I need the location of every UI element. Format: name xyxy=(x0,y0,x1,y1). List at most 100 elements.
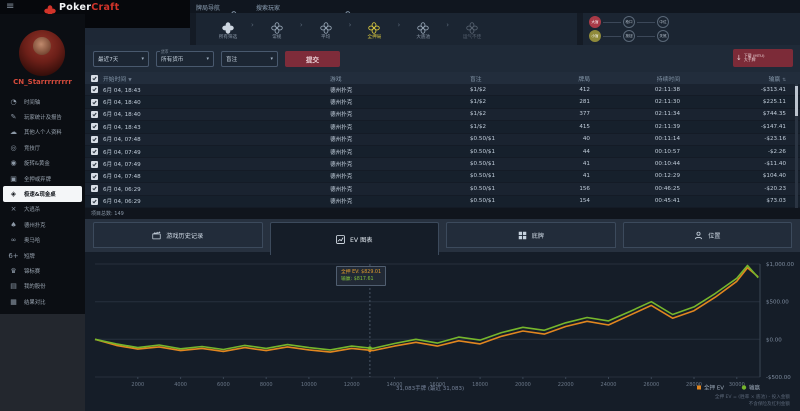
row-checkbox[interactable] xyxy=(91,173,98,180)
table-row[interactable]: 6月 04, 07:48德州扑克$0.50/$14000:11:14-$23.1… xyxy=(85,134,800,146)
sidebar-item-3[interactable]: ◎竞技厅 xyxy=(0,140,85,155)
column-header-duration[interactable]: 持续时间 xyxy=(590,74,680,83)
legend-win-swatch[interactable] xyxy=(742,385,746,389)
table-row[interactable]: 6月 04, 07:49德州扑克$0.50/$14100:10:44-$11.4… xyxy=(85,158,800,170)
position-badge[interactable]: 小盲 xyxy=(589,30,601,42)
row-checkbox[interactable] xyxy=(91,198,98,205)
date-range-select[interactable]: 最近7天 ▾ xyxy=(93,51,149,67)
table-row[interactable]: 6月 04, 06:29德州扑克$0.50/$115400:45:41$73.0… xyxy=(85,196,800,208)
cell-hands: 41 xyxy=(545,161,590,167)
row-checkbox[interactable] xyxy=(91,161,98,168)
position-label: 小盲 xyxy=(591,34,598,39)
sidebar-item-10[interactable]: 6+短牌 xyxy=(0,248,85,263)
column-header-game[interactable]: 游戏 xyxy=(330,74,470,83)
sidebar-item-6[interactable]: ◈极速&现金桌 xyxy=(3,186,82,201)
hand-nav-item-0[interactable]: 所有筛选 xyxy=(206,19,250,40)
column-header-hands[interactable]: 牌局 xyxy=(545,74,590,83)
column-header-win[interactable]: 输赢⇅ xyxy=(680,74,800,83)
blinds-select[interactable]: 盲注 ▾ xyxy=(221,51,278,67)
sidebar-item-9[interactable]: ∞奥马哈 xyxy=(0,233,85,248)
sidebar-item-4[interactable]: ◉旋转&黄金 xyxy=(0,156,85,171)
sidebar-item-5[interactable]: ▣全押或弃牌 xyxy=(0,171,85,186)
tab-0[interactable]: 游戏历史记录 xyxy=(93,222,263,248)
position-label: 按钮 xyxy=(625,34,632,39)
position-badge[interactable]: 大盲 xyxy=(589,16,601,28)
column-header-blinds[interactable]: 盲注 xyxy=(470,74,545,83)
hand-nav-item-4[interactable]: 大底池 xyxy=(401,19,445,40)
sidebar-item-11[interactable]: ♛锦标赛 xyxy=(0,263,85,278)
select-all-checkbox[interactable] xyxy=(91,75,98,82)
hand-nav-item-1[interactable]: 常规 xyxy=(255,19,299,40)
table-row[interactable]: 6月 04, 18:40德州扑克$1/$228102:11:30$225.11 xyxy=(85,96,800,108)
position-badge[interactable]: 关煞 xyxy=(657,30,669,42)
scrollbar[interactable] xyxy=(795,84,798,208)
row-checkbox[interactable] xyxy=(91,86,98,93)
legend-ev-swatch[interactable] xyxy=(697,386,701,390)
row-checkbox[interactable] xyxy=(91,185,98,192)
chevron-down-icon: ▾ xyxy=(270,56,273,62)
cell-blinds: $0.50/$1 xyxy=(470,173,545,179)
position-badge[interactable]: 枪口 xyxy=(623,16,635,28)
sidebar-item-12[interactable]: ▤我的股份 xyxy=(0,279,85,294)
sidebar-item-8[interactable]: ♠德州扑克 xyxy=(0,217,85,232)
hand-nav-item-2[interactable]: 平均 xyxy=(304,19,348,40)
table-row[interactable]: 6月 04, 07:49德州扑克$0.50/$14400:10:57-$2.26 xyxy=(85,146,800,158)
sidebar-item-1[interactable]: ✎玩家统计及报告 xyxy=(0,109,85,124)
cell-hands: 412 xyxy=(545,87,590,93)
clover-icon xyxy=(368,19,380,33)
column-header-label: 开始时间 xyxy=(103,77,126,83)
connector-line xyxy=(603,36,621,37)
table-row[interactable]: 6月 04, 18:43德州扑克$1/$241502:11:39-$147.41 xyxy=(85,121,800,133)
row-checkbox[interactable] xyxy=(91,148,98,155)
column-header-time[interactable]: 开始时间▼ xyxy=(103,74,330,83)
hand-nav-item-5[interactable]: 运气不佳 xyxy=(450,19,494,40)
legend-win-label[interactable]: 输赢 xyxy=(749,384,761,392)
sidebar-item-7[interactable]: ×大逃杀 xyxy=(0,202,85,217)
winnings-line xyxy=(95,266,758,350)
sidebar-item-2[interactable]: ☁其他人个人资料 xyxy=(0,125,85,140)
row-checkbox[interactable] xyxy=(91,111,98,118)
legend-ev-label[interactable]: 全押 EV xyxy=(704,384,724,392)
cell-time: 6月 04, 07:48 xyxy=(103,135,330,143)
tab-2[interactable]: 底牌 xyxy=(446,222,616,248)
menu-icon[interactable]: ≡ xyxy=(6,1,14,12)
scrollbar-thumb[interactable] xyxy=(795,86,798,116)
cell-duration: 00:10:57 xyxy=(590,149,680,155)
avatar[interactable] xyxy=(19,30,65,76)
cell-hands: 154 xyxy=(545,198,590,204)
position-badge[interactable]: 按钮 xyxy=(623,30,635,42)
table-row[interactable]: 6月 04, 18:40德州扑克$1/$237702:11:34$744.35 xyxy=(85,109,800,121)
position-badge[interactable]: 中位 xyxy=(657,16,669,28)
table-row[interactable]: 6月 04, 06:29德州扑克$0.50/$115600:46:25-$20.… xyxy=(85,183,800,195)
tab-3[interactable]: 位置 xyxy=(623,222,793,248)
column-header-label: 牌局 xyxy=(578,77,590,83)
submit-button[interactable]: 提交 xyxy=(285,51,340,67)
table-row[interactable]: 6月 04, 18:43德州扑克$1/$241202:11:38-$313.41 xyxy=(85,84,800,96)
cell-game: 德州扑克 xyxy=(330,197,470,205)
hand-nav-search[interactable]: 牌局导航 xyxy=(196,3,220,12)
tab-1[interactable]: EV 图表 xyxy=(270,222,440,255)
pokercraft-logo[interactable]: PokerCraft xyxy=(59,2,119,13)
hand-nav-label: 平均 xyxy=(321,34,330,40)
row-checkbox[interactable] xyxy=(91,123,98,130)
currency-select[interactable]: 货币 所有货币 ▾ xyxy=(156,51,214,67)
sidebar-item-13[interactable]: ▦结果对比 xyxy=(0,294,85,309)
grid-icon xyxy=(518,231,527,240)
sidebar-item-label: 短牌 xyxy=(24,252,35,260)
row-checkbox[interactable] xyxy=(91,136,98,143)
download-button[interactable]: ↓ 下载 (MTU) 大手牌 xyxy=(733,49,793,67)
filter-bar: 最近7天 ▾ 货币 所有货币 ▾ 盲注 ▾ 提交 xyxy=(85,45,800,72)
cell-time: 6月 04, 07:48 xyxy=(103,172,330,180)
tournament-icon: ♛ xyxy=(7,267,20,275)
hand-nav-breadcrumb: 所有筛选›常规›平均›全押局›大底池›运气不佳 xyxy=(196,13,577,45)
ev-chart: $1,000.00$500.00$0.00-$500.0020004000600… xyxy=(85,248,800,411)
ev-chart-panel: $1,000.00$500.00$0.00-$500.0020004000600… xyxy=(85,248,800,411)
table-row[interactable]: 6月 04, 07:48德州扑克$0.50/$14100:12:29$104.4… xyxy=(85,171,800,183)
y-axis-label: $0.00 xyxy=(766,337,782,343)
player-search-input[interactable]: 搜索玩家 xyxy=(256,3,280,12)
spin-gold-icon: ◉ xyxy=(7,159,20,167)
hand-nav-item-3[interactable]: 全押局 xyxy=(352,19,396,40)
sidebar-item-0[interactable]: ◔时间轴 xyxy=(0,94,85,109)
row-checkbox[interactable] xyxy=(91,99,98,106)
table-header: 开始时间▼游戏盲注 牌局持续时间输赢⇅ xyxy=(85,72,800,84)
